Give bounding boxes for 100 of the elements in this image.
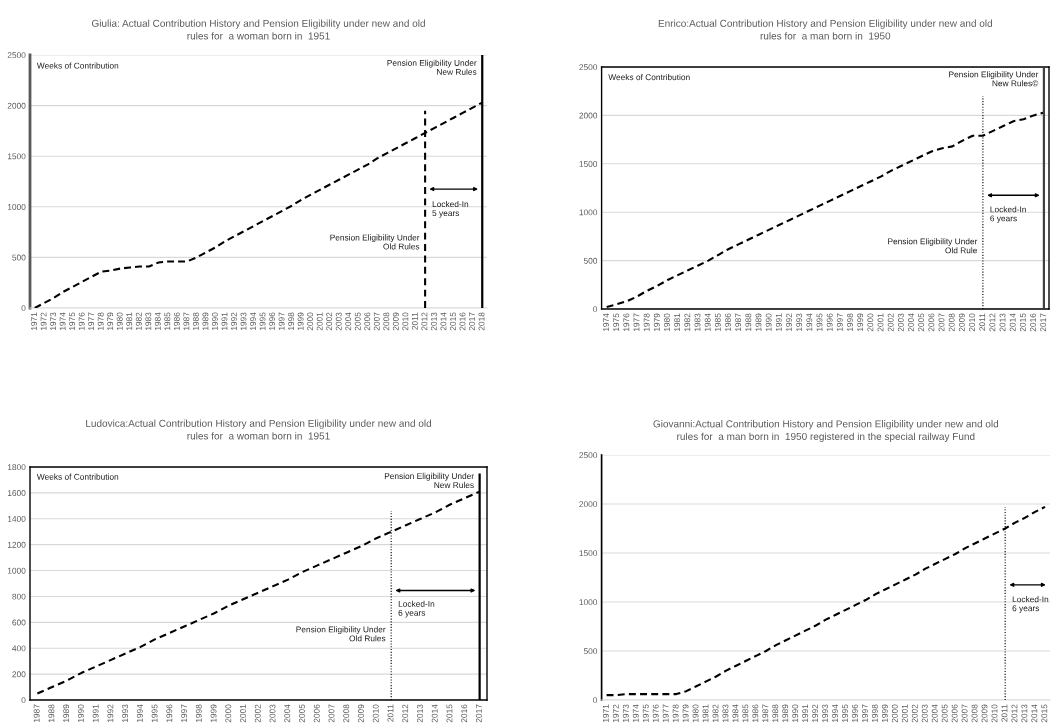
x-tick-label: 1987 [735, 313, 742, 332]
y-tick-label: 0 [21, 305, 26, 312]
x-tick-label: 1974 [632, 704, 639, 723]
x-tick-label: 1996 [826, 313, 833, 332]
x-tick-label: 2016 [461, 704, 468, 723]
x-tick-label: 2004 [931, 704, 938, 723]
x-tick-label: 2001 [877, 313, 884, 332]
x-tick-label: 2017 [469, 312, 475, 331]
x-tick-label: 2014 [1009, 313, 1016, 332]
x-tick-label: 1983 [722, 704, 729, 723]
x-tick-label: 2000 [867, 313, 874, 332]
x-tick-label: 2003 [335, 312, 342, 331]
x-tick-label: 1988 [192, 312, 199, 331]
x-tick-label: 2002 [254, 704, 261, 723]
y-tick-label: 600 [12, 619, 26, 626]
x-tick-label: 2000 [891, 704, 898, 723]
x-tick-label: 2008 [948, 313, 955, 332]
x-tick-label: 2015 [1019, 313, 1026, 332]
x-tick-label: 2006 [951, 704, 958, 723]
x-tick-label: 1979 [682, 704, 689, 723]
x-tick-label: 1980 [692, 704, 699, 723]
x-tick-label: 1988 [48, 704, 55, 723]
y-tick-label: 500 [12, 254, 26, 261]
x-tick-label: 2011 [979, 313, 986, 331]
x-tick-label: 1996 [269, 312, 276, 331]
x-tick-label: 1975 [69, 312, 76, 331]
x-tick-label: 2001 [316, 312, 323, 331]
x-tick-label: 1987 [33, 704, 40, 723]
y-axis-title: Weeks of Contribution [608, 74, 690, 81]
y-tick-label: 1000 [579, 209, 598, 216]
y-tick-label: 2500 [579, 452, 598, 459]
x-tick-label: 2014 [431, 704, 438, 723]
x-tick-label: 1994 [136, 704, 143, 723]
x-tick-label: 2012 [402, 704, 409, 723]
x-tick-label: 2001 [901, 704, 908, 723]
x-tick-label: 2014 [1031, 704, 1038, 723]
x-tick-label: 2009 [392, 312, 399, 331]
x-tick-label: 1999 [881, 704, 888, 723]
x-tick-label: 2013 [430, 312, 437, 331]
x-tick-label: 2010 [372, 704, 379, 723]
x-tick-label: 1990 [211, 312, 218, 331]
annotation: Pension Eligibility Under New Rules [384, 472, 474, 488]
y-tick-label: 0 [593, 697, 598, 704]
annotation: Pension Eligibility Under Old Rule [888, 238, 978, 254]
x-tick-label: 2003 [269, 704, 276, 723]
x-tick-label: 1995 [151, 704, 158, 723]
x-tick-label: 1981 [702, 704, 709, 723]
x-tick-label: 1977 [633, 313, 640, 332]
x-tick-label: 1998 [288, 312, 295, 331]
x-tick-label: 2006 [364, 312, 371, 331]
x-tick-label: 2005 [918, 313, 925, 332]
x-tick-label: 1989 [782, 704, 789, 723]
x-tick-label: 2013 [999, 313, 1006, 332]
x-tick-label: 1980 [664, 313, 670, 332]
y-tick-label: 2000 [7, 102, 26, 109]
x-tick-label: 1983 [145, 312, 152, 331]
x-tick-label: 2007 [373, 312, 380, 331]
x-tick-label: 2000 [307, 312, 314, 331]
x-tick-label: 2006 [313, 704, 320, 723]
x-tick-label: 1986 [173, 312, 180, 331]
annotation: Pension Eligibility Under Old Rules [330, 234, 420, 250]
x-tick-label: 1983 [694, 313, 701, 332]
x-tick-label: 1986 [725, 313, 731, 332]
x-tick-label: 2005 [299, 704, 305, 723]
y-tick-label: 2000 [579, 501, 598, 508]
x-tick-label: 1997 [181, 704, 188, 723]
x-tick-label: 1977 [662, 704, 669, 723]
x-tick-label: 1974 [59, 312, 66, 331]
x-tick-label: 2010 [969, 313, 975, 332]
x-tick-label: 1981 [674, 313, 681, 332]
x-tick-label: 1973 [50, 312, 57, 331]
x-tick-label: 1981 [126, 312, 133, 331]
x-tick-label: 1993 [796, 313, 803, 332]
x-tick-label: 1976 [623, 313, 630, 332]
y-tick-label: 1200 [7, 541, 26, 548]
x-tick-label: 1979 [653, 313, 660, 332]
x-tick-label: 2015 [450, 312, 456, 331]
x-tick-label: 1993 [822, 704, 829, 723]
x-tick-label: 1995 [842, 704, 848, 723]
chart-title: Enrico:Actual Contribution History and Pension Eligibility under new and old rules for a man born in 1950 [658, 19, 992, 40]
x-tick-label: 2002 [911, 704, 918, 723]
x-tick-label: 1978 [643, 313, 650, 332]
x-tick-label: 1994 [806, 313, 813, 332]
x-tick-label: 1985 [714, 313, 721, 332]
annotation: Pension Eligibility Under Old Rules [296, 626, 386, 642]
x-tick-label: 1977 [88, 312, 95, 331]
x-tick-label: 1984 [732, 704, 739, 723]
y-tick-label: 200 [12, 671, 26, 678]
x-tick-label: 1972 [612, 704, 619, 723]
x-tick-label: 2012 [1011, 704, 1018, 723]
y-tick-label: 1800 [7, 464, 26, 471]
x-tick-label: 2003 [921, 704, 928, 723]
x-tick-label: 1978 [97, 312, 104, 331]
y-tick-label: 500 [583, 257, 598, 264]
x-tick-label: 1976 [78, 312, 85, 331]
x-tick-label: 1982 [135, 312, 142, 331]
x-tick-label: 2004 [345, 312, 352, 331]
x-tick-label: 1990 [792, 704, 799, 723]
y-axis-title: Weeks of Contribution [36, 473, 119, 480]
y-tick-label: 2500 [7, 52, 26, 59]
